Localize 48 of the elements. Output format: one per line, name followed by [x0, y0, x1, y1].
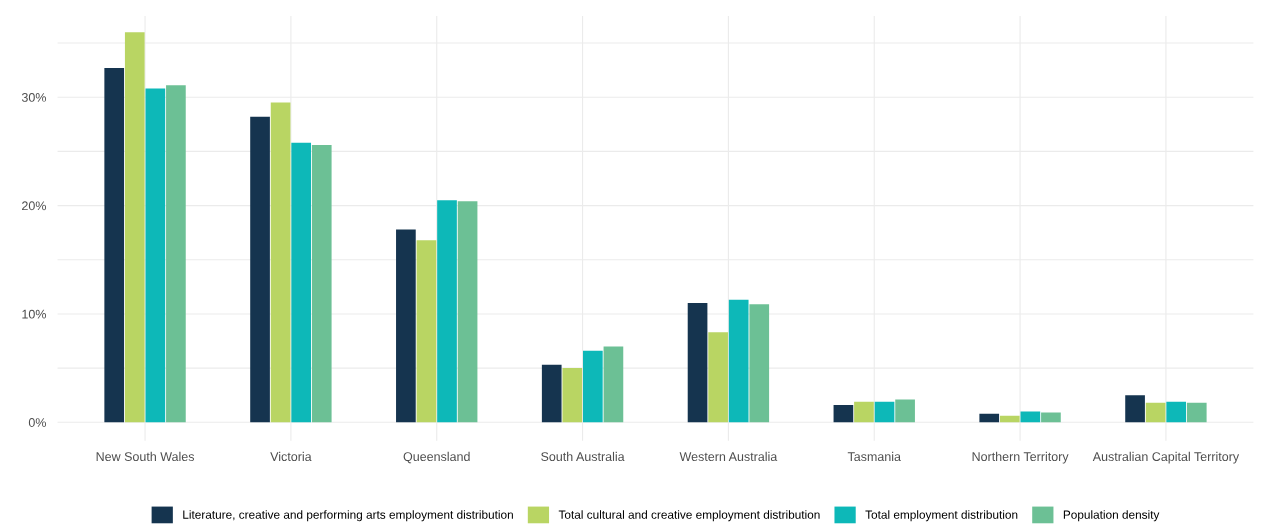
legend-label: Population density [1063, 510, 1160, 522]
bar [999, 415, 1020, 423]
bar [457, 201, 478, 423]
bar [166, 85, 186, 423]
y-tick-label: 10% [22, 309, 46, 319]
y-tick-label: 20% [22, 201, 46, 211]
bar [603, 346, 624, 423]
x-tick-label: Western Australia [679, 451, 778, 462]
bar [396, 229, 416, 423]
bar [874, 401, 895, 423]
y-tick-label: 0% [28, 418, 46, 427]
x-tick-label: Northern Territory [972, 451, 1069, 464]
bar [291, 142, 312, 423]
legend-label: Total cultural and creative employment distribution [558, 510, 820, 522]
x-tick-label: Tasmania [847, 451, 901, 462]
bar [1020, 411, 1041, 423]
legend-label: Literature, creative and performing arts employment distribution [183, 510, 513, 522]
bar [250, 116, 270, 423]
y-tick-label: 30% [21, 93, 46, 102]
bar [562, 368, 583, 423]
bar [437, 200, 457, 423]
x-tick-label: Queensland [403, 451, 470, 464]
bar [1125, 395, 1145, 423]
bar [1166, 401, 1187, 423]
bar [124, 32, 145, 423]
bar [895, 399, 915, 423]
bar [1145, 402, 1166, 423]
bar [104, 67, 125, 423]
x-tick-label: South Australia [541, 451, 625, 462]
bar [416, 240, 437, 423]
bar [583, 350, 603, 423]
bar [749, 304, 770, 423]
bar [979, 413, 1000, 423]
x-tick-label: Victoria [270, 451, 312, 462]
bar [687, 303, 708, 423]
x-tick-label: New South Wales [96, 451, 195, 462]
legend-label: Total employment distribution [865, 510, 1018, 522]
x-tick-label: Australian Capital Territory [1092, 451, 1240, 464]
bar [854, 401, 874, 423]
bar [1186, 402, 1207, 423]
bar [833, 404, 854, 423]
bar [1041, 412, 1061, 423]
bar [270, 102, 291, 423]
bar [145, 88, 166, 423]
bar [708, 332, 728, 423]
bar [728, 299, 749, 423]
bar [541, 364, 562, 423]
bar [311, 144, 332, 423]
